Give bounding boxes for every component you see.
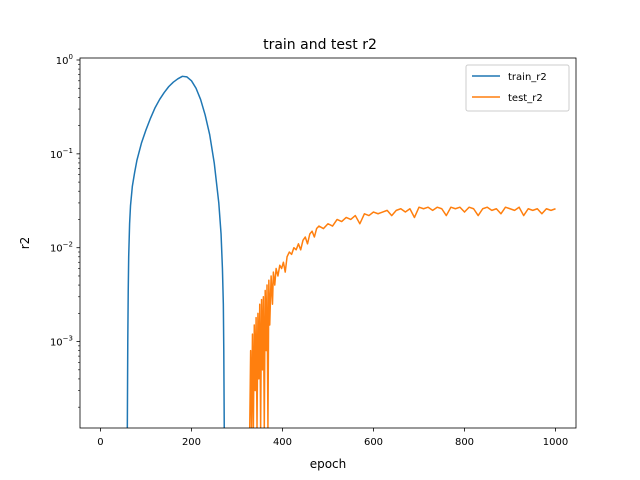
series-layer [126, 75, 556, 428]
series-line-test_r2 [248, 206, 556, 428]
y-tick-label: 10−1 [50, 147, 73, 161]
y-axis: 10−3 10−2 10−1 100 [50, 53, 80, 408]
x-tick-label: 1000 [543, 437, 568, 448]
x-tick-label: 400 [273, 437, 292, 448]
y-tick-label: 10−3 [50, 335, 73, 349]
y-axis-label: r2 [18, 237, 32, 250]
x-tick-label: 800 [455, 437, 474, 448]
chart-title: train and test r2 [263, 37, 377, 53]
legend: train_r2 test_r2 [465, 64, 570, 112]
legend-label-test_r2: test_r2 [508, 93, 543, 104]
x-tick-label: 0 [97, 437, 103, 448]
y-tick-label: 10−2 [50, 241, 73, 255]
plot-frame [79, 57, 577, 429]
x-axis-label: epoch [310, 457, 347, 471]
y-tick-label: 100 [56, 53, 73, 67]
x-axis: 0 200 400 600 800 1000 [97, 428, 568, 448]
x-tick-label: 200 [182, 437, 201, 448]
legend-label-train_r2: train_r2 [508, 72, 547, 83]
x-tick-label: 600 [364, 437, 383, 448]
series-line-train_r2 [126, 75, 225, 428]
